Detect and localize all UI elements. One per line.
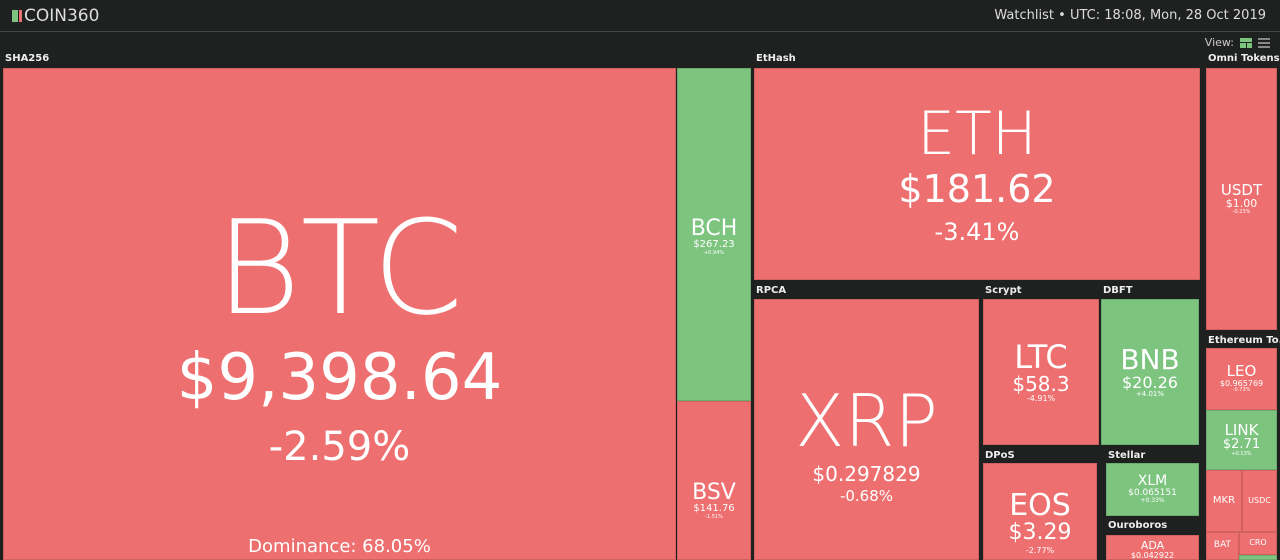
tile-usdc[interactable]: USDC [1242,470,1277,532]
group-label: Stellar [1108,450,1146,461]
tile-bsv[interactable]: BSV $141.76 -1.51% [677,401,751,560]
tile-bch[interactable]: BCH $267.23 +0.94% [677,68,751,401]
top-bar: COIN360 Watchlist • UTC: 18:08, Mon, 28 … [0,0,1280,32]
tile-leo[interactable]: LEO $0.965769 -0.73% [1206,348,1277,410]
tile-link[interactable]: LINK $2.71 +0.13% [1206,410,1277,470]
list-icon[interactable] [1258,37,1270,48]
group-label: SHA256 [5,53,50,64]
group-label: Scrypt [985,285,1022,296]
view-switcher: View: [1205,36,1270,49]
tile-bnb[interactable]: BNB $20.26 +4.01% [1101,299,1199,445]
group-label: DPoS [985,450,1015,461]
tile-usdt[interactable]: USDT $1.00 -0.23% [1206,68,1277,330]
group-label: EtHash [756,53,796,64]
tile-eth[interactable]: ETH $181.62 -3.41% [754,68,1200,280]
tile-btc[interactable]: BTC $9,398.64 -2.59% Dominance: 68.05% [3,68,676,560]
group-label: Ouroboros [1108,520,1168,531]
tile-xlm[interactable]: XLM $0.065151 +0.33% [1106,463,1199,516]
logo[interactable]: COIN360 [12,6,99,26]
tile-xrp[interactable]: XRP $0.297829 -0.68% [754,299,979,560]
watchlist-link[interactable]: Watchlist [994,8,1054,23]
tile-small-token[interactable] [1239,555,1277,560]
logo-mark-icon [12,10,18,22]
treemap-icon[interactable] [1240,37,1252,48]
tile-cro[interactable]: CRO [1239,532,1277,555]
group-label: Omni Tokens [1208,53,1280,64]
utc-time: UTC: 18:08, Mon, 28 Oct 2019 [1069,8,1266,23]
group-label: Ethereum To... [1208,335,1280,346]
tile-mkr[interactable]: MKR [1206,470,1242,532]
tile-eos[interactable]: EOS $3.29 -2.77% [983,463,1097,560]
tile-bat[interactable]: BAT [1206,532,1239,560]
tile-ltc[interactable]: LTC $58.3 -4.91% [983,299,1099,445]
tile-ada[interactable]: ADA $0.042922 [1106,535,1199,560]
group-label: DBFT [1103,285,1133,296]
group-label: RPCA [756,285,787,296]
